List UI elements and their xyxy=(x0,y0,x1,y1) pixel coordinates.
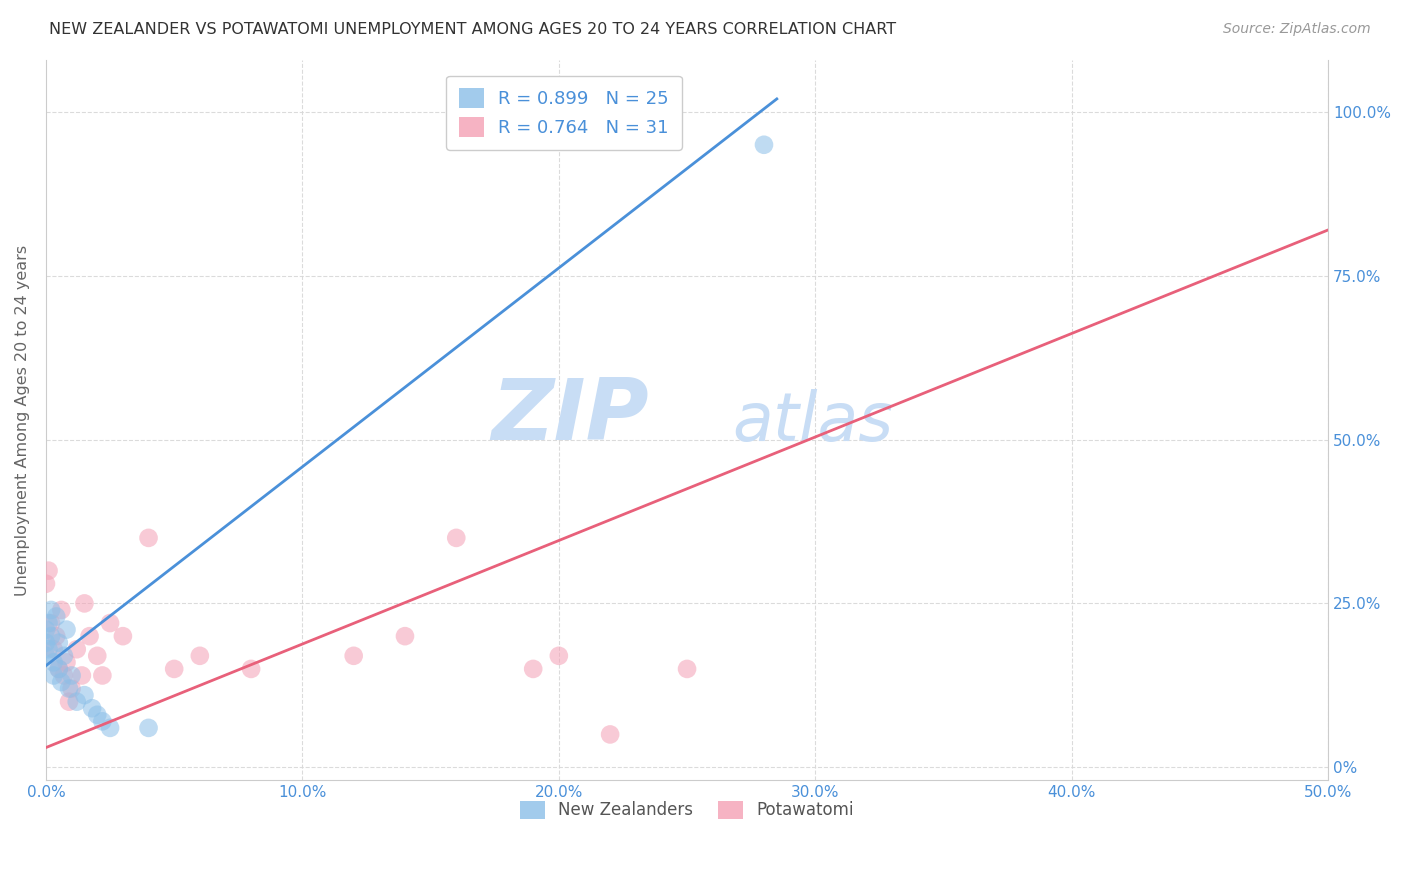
Point xyxy=(86,707,108,722)
Point xyxy=(48,662,70,676)
Point xyxy=(752,137,775,152)
Point xyxy=(48,636,70,650)
Legend: New Zealanders, Potawatomi: New Zealanders, Potawatomi xyxy=(513,794,860,826)
Point xyxy=(188,648,211,663)
Point xyxy=(58,695,80,709)
Point xyxy=(98,721,121,735)
Point xyxy=(38,615,60,630)
Point xyxy=(547,648,569,663)
Point xyxy=(35,648,58,663)
Point xyxy=(163,662,186,676)
Point xyxy=(82,701,104,715)
Text: NEW ZEALANDER VS POTAWATOMI UNEMPLOYMENT AMONG AGES 20 TO 24 YEARS CORRELATION C: NEW ZEALANDER VS POTAWATOMI UNEMPLOYMENT… xyxy=(49,22,897,37)
Point xyxy=(240,662,263,676)
Point xyxy=(39,615,62,630)
Point xyxy=(48,662,70,676)
Point xyxy=(60,681,83,696)
Text: Source: ZipAtlas.com: Source: ZipAtlas.com xyxy=(1223,22,1371,37)
Point xyxy=(35,623,58,637)
Point xyxy=(55,623,77,637)
Point xyxy=(51,603,73,617)
Point xyxy=(676,662,699,676)
Point xyxy=(446,531,468,545)
Point xyxy=(52,648,75,663)
Point xyxy=(58,681,80,696)
Point xyxy=(39,629,62,643)
Point xyxy=(42,656,65,670)
Point xyxy=(45,609,67,624)
Point xyxy=(42,668,65,682)
Text: atlas: atlas xyxy=(733,389,893,455)
Point xyxy=(111,629,134,643)
Point xyxy=(52,668,75,682)
Point xyxy=(42,642,65,657)
Point xyxy=(51,675,73,690)
Text: ZIP: ZIP xyxy=(491,375,648,458)
Point xyxy=(98,615,121,630)
Point xyxy=(66,695,89,709)
Point xyxy=(599,727,621,741)
Point xyxy=(522,662,544,676)
Point xyxy=(394,629,416,643)
Point xyxy=(138,531,160,545)
Point xyxy=(79,629,101,643)
Y-axis label: Unemployment Among Ages 20 to 24 years: Unemployment Among Ages 20 to 24 years xyxy=(15,244,30,596)
Point xyxy=(138,721,160,735)
Point xyxy=(86,648,108,663)
Point xyxy=(35,636,58,650)
Point xyxy=(60,668,83,682)
Point xyxy=(73,688,96,702)
Point xyxy=(70,668,93,682)
Point xyxy=(91,668,114,682)
Point xyxy=(35,576,58,591)
Point xyxy=(45,629,67,643)
Point xyxy=(38,642,60,657)
Point xyxy=(55,656,77,670)
Point xyxy=(73,596,96,610)
Point xyxy=(66,642,89,657)
Point xyxy=(38,564,60,578)
Point xyxy=(343,648,366,663)
Point xyxy=(91,714,114,729)
Point xyxy=(39,603,62,617)
